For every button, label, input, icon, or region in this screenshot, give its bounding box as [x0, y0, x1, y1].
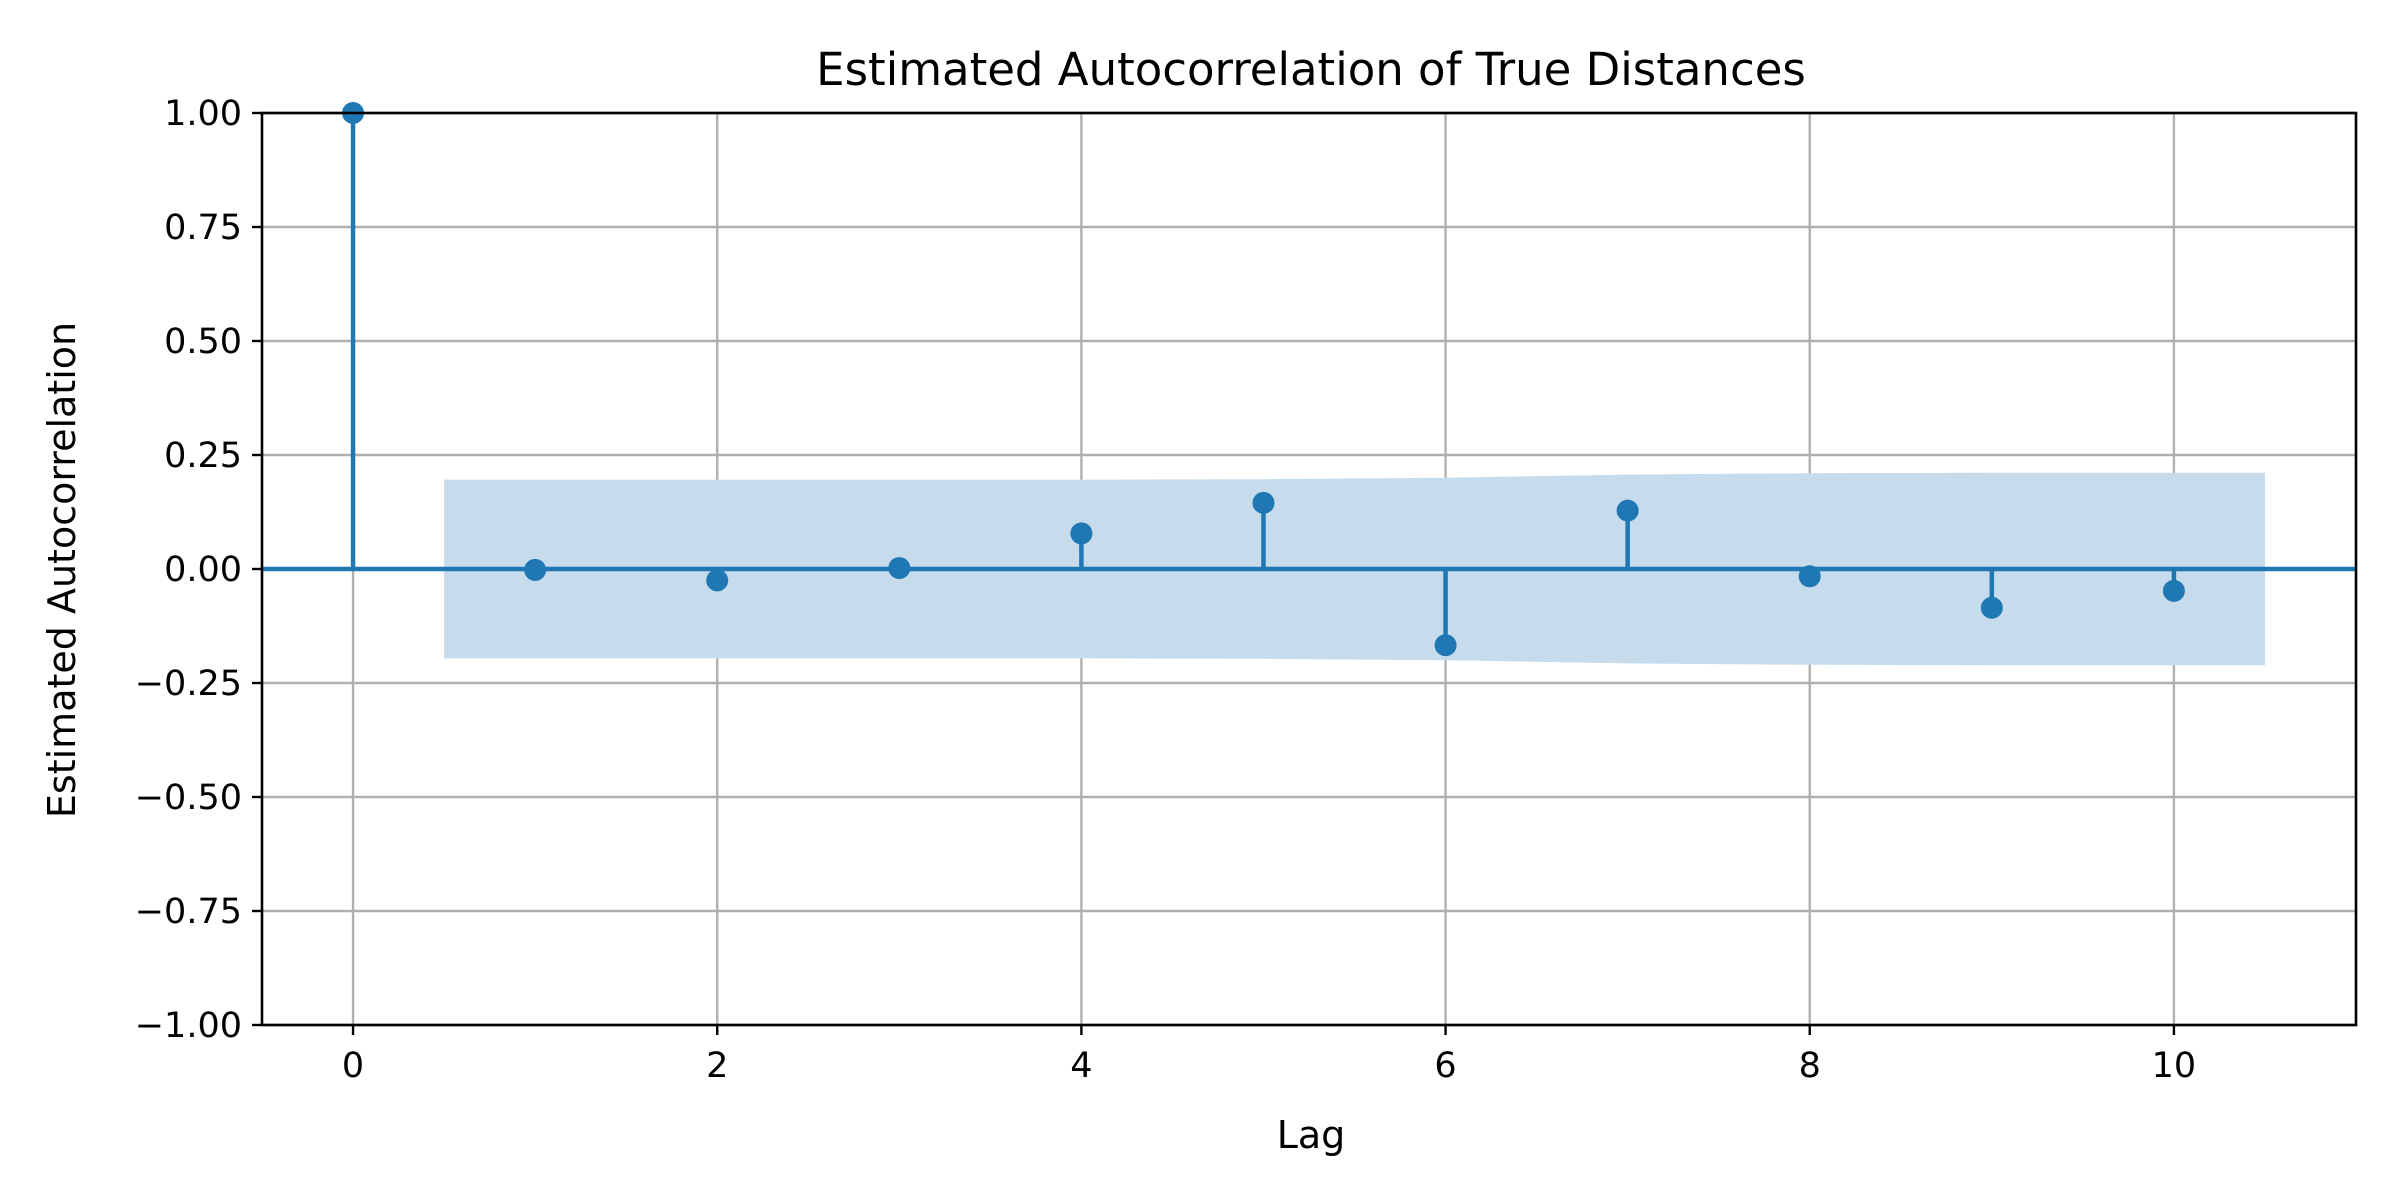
y-tick-label: 0.00 — [164, 550, 242, 590]
stem-marker-lag-7 — [1616, 499, 1639, 522]
x-tick-label: 0 — [342, 1046, 364, 1086]
y-tick-label: 0.50 — [164, 322, 242, 362]
x-tick-label: 10 — [2152, 1046, 2197, 1086]
stem-marker-lag-1 — [524, 558, 547, 581]
y-tick-label: −1.00 — [135, 1006, 242, 1046]
y-tick-label: 0.25 — [164, 436, 242, 476]
stem-marker-lag-6 — [1434, 634, 1457, 657]
stem-marker-lag-9 — [1980, 596, 2003, 619]
x-tick-label: 6 — [1434, 1046, 1456, 1086]
y-tick-label: −0.75 — [135, 892, 242, 932]
y-tick-label: 0.75 — [164, 208, 242, 248]
stem-marker-lag-5 — [1252, 491, 1275, 514]
tick-labels: 0 2 4 6 8 10 −1.00 −0.75 −0.50 −0.25 0.00 0.25 0.50 0… — [135, 94, 2196, 1086]
x-tick-label: 2 — [706, 1046, 728, 1086]
y-axis-label: Estimated Autocorrelation — [40, 322, 84, 818]
stem-series — [262, 102, 2356, 657]
y-tick-label: −0.50 — [135, 778, 242, 818]
x-tick-label: 8 — [1799, 1046, 1821, 1086]
stem-marker-lag-2 — [706, 569, 729, 592]
y-tick-label: 1.00 — [164, 94, 242, 134]
stem-marker-lag-4 — [1070, 522, 1093, 545]
stem-marker-lag-8 — [1798, 565, 1821, 588]
chart-title: Estimated Autocorrelation of True Distan… — [816, 43, 1806, 96]
y-tick-label: −0.25 — [135, 664, 242, 704]
stem-marker-lag-10 — [2162, 579, 2185, 602]
x-axis-label: Lag — [1277, 1113, 1346, 1157]
stem-marker-lag-3 — [888, 557, 911, 580]
axes — [252, 111, 2358, 1035]
x-tick-label: 4 — [1070, 1046, 1092, 1086]
